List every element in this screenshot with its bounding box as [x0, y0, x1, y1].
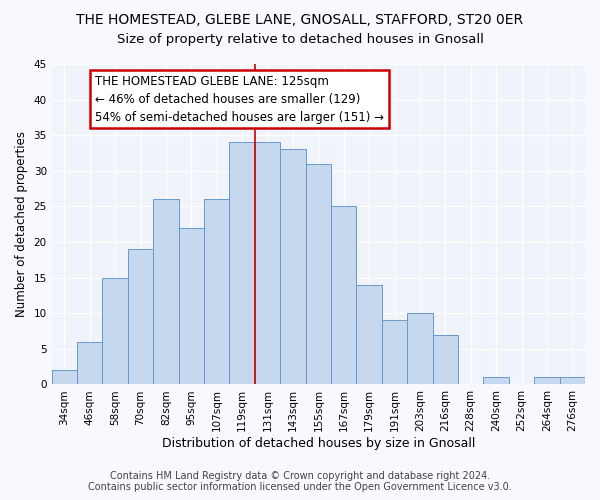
Bar — [153, 200, 179, 384]
Bar — [204, 200, 229, 384]
Bar — [331, 206, 356, 384]
Text: Contains HM Land Registry data © Crown copyright and database right 2024.
Contai: Contains HM Land Registry data © Crown c… — [88, 471, 512, 492]
Bar — [52, 370, 77, 384]
Bar — [128, 249, 153, 384]
Text: THE HOMESTEAD, GLEBE LANE, GNOSALL, STAFFORD, ST20 0ER: THE HOMESTEAD, GLEBE LANE, GNOSALL, STAF… — [76, 12, 524, 26]
Text: Size of property relative to detached houses in Gnosall: Size of property relative to detached ho… — [116, 32, 484, 46]
Bar — [229, 142, 255, 384]
Bar — [77, 342, 103, 384]
Bar — [560, 378, 585, 384]
Bar — [280, 150, 305, 384]
Bar — [103, 278, 128, 384]
Bar — [433, 334, 458, 384]
Bar — [179, 228, 204, 384]
Bar — [484, 378, 509, 384]
X-axis label: Distribution of detached houses by size in Gnosall: Distribution of detached houses by size … — [161, 437, 475, 450]
Bar — [255, 142, 280, 384]
Bar — [407, 313, 433, 384]
Bar — [382, 320, 407, 384]
Text: THE HOMESTEAD GLEBE LANE: 125sqm
← 46% of detached houses are smaller (129)
54% : THE HOMESTEAD GLEBE LANE: 125sqm ← 46% o… — [95, 74, 384, 124]
Bar — [305, 164, 331, 384]
Bar — [534, 378, 560, 384]
Bar — [356, 285, 382, 384]
Y-axis label: Number of detached properties: Number of detached properties — [15, 131, 28, 317]
